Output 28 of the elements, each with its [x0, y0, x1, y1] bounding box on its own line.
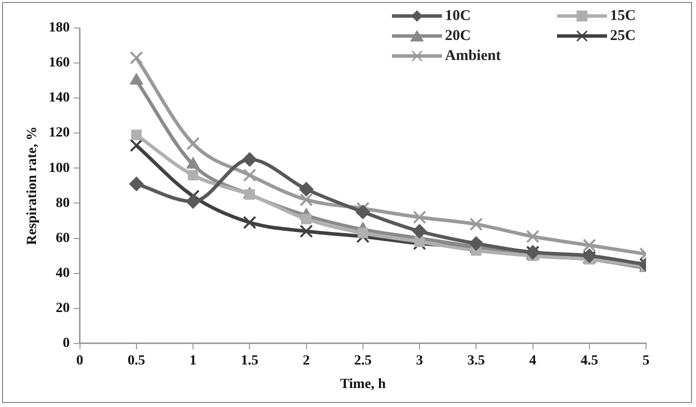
- x-tick-label: 2.5: [354, 353, 372, 368]
- y-tick-label: 80: [56, 196, 70, 211]
- legend-label: 20C: [445, 28, 471, 44]
- x-tick-label: 0: [76, 353, 84, 368]
- legend-label: 15C: [610, 8, 636, 24]
- x-tick-label: 1: [190, 353, 197, 368]
- y-tick-label: 0: [62, 336, 70, 352]
- x-tick-label: 1.5: [240, 353, 258, 368]
- x-tick-label: 2: [302, 353, 310, 368]
- y-tick-label: 100: [48, 160, 70, 176]
- y-tick-label: 160: [48, 56, 70, 71]
- x-tick-label: 4: [529, 353, 536, 368]
- x-tick-label: 3: [416, 353, 424, 368]
- y-tick-label: 40: [56, 266, 70, 281]
- legend-label: 10C: [445, 8, 471, 24]
- y-tick-label: 60: [56, 230, 70, 246]
- x-axis-title: Time, h: [340, 377, 386, 392]
- legend-label: 25C: [610, 28, 636, 44]
- y-axis-title: Respiration rate, %: [25, 126, 40, 245]
- y-tick-label: 20: [56, 300, 70, 316]
- y-tick-label: 140: [48, 90, 70, 106]
- x-tick-label: 3.5: [467, 353, 485, 368]
- x-tick-label: 5: [642, 353, 650, 368]
- x-tick-label: 4.5: [580, 353, 598, 368]
- x-tick-label: 0.5: [128, 353, 146, 368]
- y-tick-label: 180: [48, 20, 70, 36]
- legend-label: Ambient: [445, 48, 501, 64]
- y-tick-label: 120: [48, 126, 70, 141]
